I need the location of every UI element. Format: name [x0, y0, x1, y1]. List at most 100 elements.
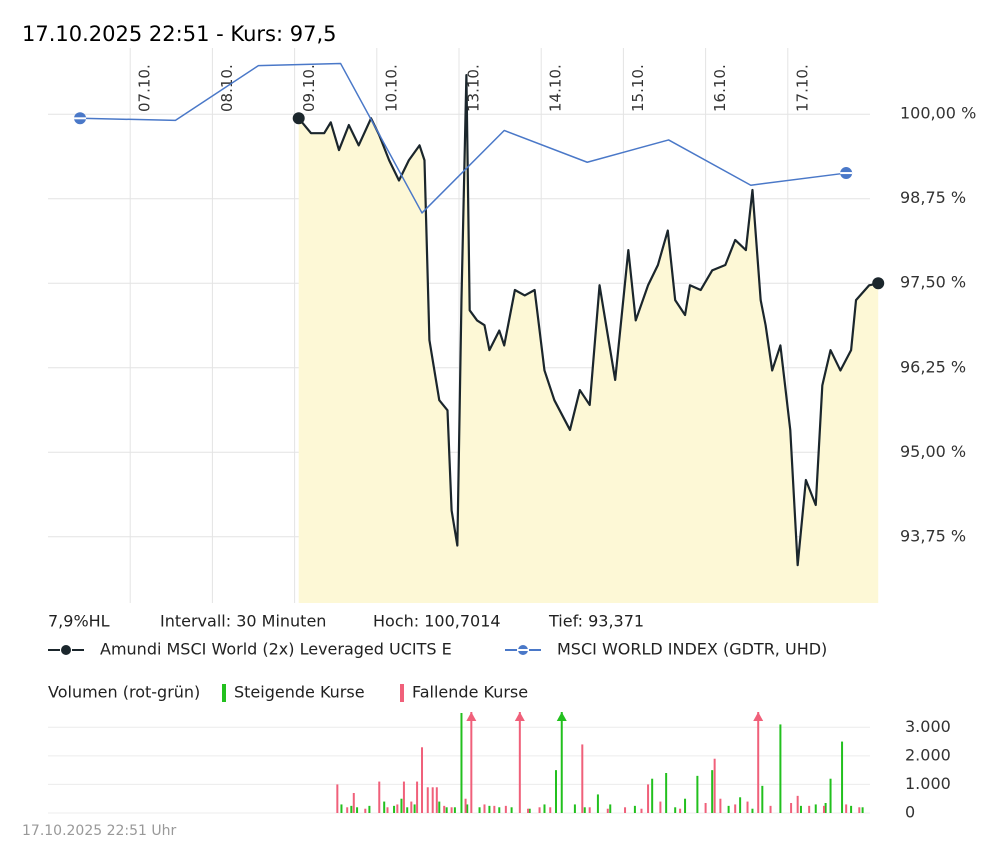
volume-bar [583, 807, 586, 813]
footer: 17.10.2025 22:51 Uhr [22, 823, 177, 839]
volume-bar [796, 795, 799, 813]
volume-bar [858, 807, 861, 813]
volume-bar [549, 807, 552, 813]
volume-bar [470, 712, 473, 813]
volume-bar [696, 775, 699, 813]
volume-bar [719, 798, 722, 813]
volume-bar [518, 712, 521, 813]
legend-label: Amundi MSCI World (2x) Leveraged UCITS E [100, 640, 452, 659]
volume-bar [453, 807, 456, 813]
chart-title: 17.10.2025 22:51 - Kurs: 97,5 [22, 22, 336, 46]
volume-bar [410, 801, 413, 813]
volume-bar [861, 807, 864, 813]
volume-bar [464, 798, 467, 813]
x-tick-label: 17.10. [793, 64, 811, 112]
volume-bar [560, 712, 563, 813]
y-tick-label: 100,00 % [900, 104, 976, 123]
volume-bar [573, 804, 576, 813]
price-chart: 100,00 % 98,75 % 97,50 % 96,25 % 95,00 % 93,7… [48, 48, 976, 659]
overflow-arrow [466, 712, 477, 721]
area [298, 75, 879, 604]
volume-bar [757, 712, 760, 813]
legend-swatch [222, 684, 226, 702]
volume-bar [393, 805, 396, 813]
volume-bar [684, 798, 687, 813]
x-tick-label: 16.10. [711, 64, 729, 112]
volume-bar [734, 804, 737, 813]
volume-bar [527, 808, 530, 813]
volume-bar [421, 747, 424, 813]
volume-bar [478, 807, 481, 813]
volume-bar [808, 805, 811, 813]
y-tick-label: 98,75 % [900, 188, 966, 207]
volume-bar [647, 784, 650, 813]
volume-bar [356, 807, 359, 813]
volume-bar [588, 807, 591, 813]
overflow-arrow [753, 712, 764, 721]
volume-bar [431, 787, 434, 813]
overflow-arrow [514, 712, 525, 721]
volume-bar [416, 781, 419, 813]
volume-bar [665, 773, 668, 813]
volume-bar [383, 801, 386, 813]
x-tick-label: 08.10. [218, 64, 236, 112]
volume-bar [396, 804, 399, 813]
volume-bar [350, 805, 353, 813]
x-tick-label: 07.10. [136, 64, 154, 112]
x-tick-label: 10.10. [382, 64, 400, 112]
volume-bar [340, 804, 343, 813]
volume-bar [679, 808, 682, 813]
y-tick-label: 1.000 [905, 774, 951, 793]
volume-bar [538, 807, 541, 813]
volume-bar [769, 805, 772, 813]
legend-label: MSCI WORLD INDEX (GDTR, UHD) [557, 640, 827, 659]
line [80, 62, 847, 214]
volume-bar [413, 804, 416, 813]
volume-bar [498, 807, 501, 813]
volume-bar [727, 805, 730, 813]
volume-bar [438, 801, 441, 813]
volume-bar [493, 805, 496, 813]
x-tick-label: 14.10. [547, 64, 565, 112]
volume-bar [426, 787, 429, 813]
volume-bar [606, 808, 609, 813]
legend-marker [61, 645, 71, 655]
volume-bar [751, 808, 754, 813]
volume-bar [633, 805, 636, 813]
y-tick-label: 97,50 % [900, 273, 966, 292]
end-marker [292, 112, 305, 125]
volume-bar [841, 741, 844, 813]
volume-bar [609, 804, 612, 813]
volume-bar [711, 770, 714, 813]
line [297, 73, 879, 567]
overflow-arrow [556, 712, 567, 721]
volume-bar [445, 807, 448, 813]
volume-bar [713, 758, 716, 813]
volume-bar [822, 805, 825, 813]
volume-chart: Volumen (rot-grün) Steigende Kurse Fallend… [48, 683, 951, 822]
volume-bar [746, 801, 749, 813]
x-tick-label: 15.10. [629, 64, 647, 112]
y-tick-label: 0 [905, 803, 915, 822]
volume-bar [435, 787, 438, 813]
volume-bar [510, 807, 513, 813]
volume-bar [651, 778, 654, 813]
volume-bar [824, 803, 827, 813]
volume-bar [704, 803, 707, 813]
volume-bars [336, 712, 864, 813]
volume-bar [443, 805, 446, 813]
volume-bar [504, 805, 507, 813]
volume-bar [450, 807, 453, 813]
x-tick-label: 09.10. [300, 64, 318, 112]
volume-bar [554, 770, 557, 813]
volume-bar [674, 807, 677, 813]
y-tick-label: 2.000 [905, 745, 951, 764]
volume-bar [460, 713, 463, 813]
volume-bar [779, 724, 782, 813]
volume-bar [790, 803, 793, 813]
volume-bar [368, 805, 371, 813]
volume-bar [739, 797, 742, 813]
info-text: Hoch: 100,7014 [373, 612, 501, 631]
y-tick-label: 95,00 % [900, 442, 966, 461]
